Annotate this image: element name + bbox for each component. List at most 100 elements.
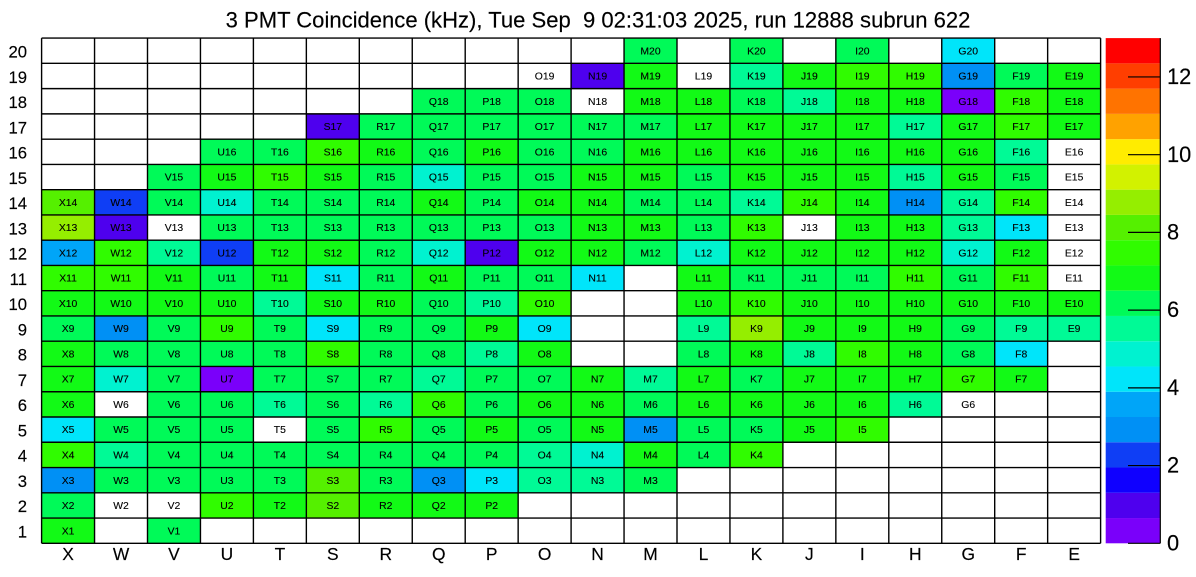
svg-text:W10: W10 bbox=[110, 299, 132, 310]
svg-text:G17: G17 bbox=[958, 122, 978, 133]
svg-text:N18: N18 bbox=[588, 97, 607, 108]
svg-text:E11: E11 bbox=[1065, 274, 1083, 285]
svg-text:L16: L16 bbox=[695, 147, 713, 158]
svg-text:Q15: Q15 bbox=[429, 173, 449, 184]
svg-text:N19: N19 bbox=[588, 72, 607, 83]
svg-text:O15: O15 bbox=[535, 173, 555, 184]
svg-text:F8: F8 bbox=[1015, 349, 1027, 360]
svg-text:V6: V6 bbox=[168, 400, 181, 411]
svg-text:9: 9 bbox=[18, 320, 27, 339]
svg-text:X11: X11 bbox=[59, 274, 77, 285]
svg-text:T4: T4 bbox=[274, 450, 286, 461]
svg-text:R13: R13 bbox=[376, 223, 395, 234]
svg-text:T2: T2 bbox=[274, 501, 286, 512]
svg-text:I6: I6 bbox=[858, 400, 867, 411]
svg-text:S9: S9 bbox=[326, 324, 339, 335]
svg-text:M18: M18 bbox=[640, 97, 660, 108]
svg-text:T5: T5 bbox=[274, 425, 286, 436]
svg-text:Q6: Q6 bbox=[432, 400, 446, 411]
svg-text:P9: P9 bbox=[485, 324, 498, 335]
svg-text:10: 10 bbox=[8, 295, 27, 314]
svg-text:R17: R17 bbox=[376, 122, 395, 133]
svg-text:E15: E15 bbox=[1065, 173, 1084, 184]
svg-text:Q9: Q9 bbox=[432, 324, 446, 335]
svg-text:11: 11 bbox=[10, 270, 27, 289]
svg-text:O10: O10 bbox=[535, 299, 555, 310]
svg-text:J5: J5 bbox=[804, 425, 815, 436]
svg-text:O12: O12 bbox=[535, 248, 555, 259]
svg-text:T: T bbox=[275, 544, 286, 564]
svg-text:E18: E18 bbox=[1065, 97, 1084, 108]
svg-text:J8: J8 bbox=[804, 349, 815, 360]
svg-text:K14: K14 bbox=[747, 198, 766, 209]
svg-text:L17: L17 bbox=[695, 122, 713, 133]
svg-text:R4: R4 bbox=[379, 450, 393, 461]
svg-text:N14: N14 bbox=[588, 198, 607, 209]
svg-text:14: 14 bbox=[8, 194, 27, 213]
svg-text:K18: K18 bbox=[747, 97, 766, 108]
svg-text:6: 6 bbox=[1167, 297, 1179, 322]
svg-text:M13: M13 bbox=[640, 223, 660, 234]
svg-text:H18: H18 bbox=[906, 97, 925, 108]
svg-text:O18: O18 bbox=[535, 97, 555, 108]
svg-text:L5: L5 bbox=[698, 425, 710, 436]
svg-text:V10: V10 bbox=[165, 299, 184, 310]
svg-text:N3: N3 bbox=[591, 476, 605, 487]
svg-text:15: 15 bbox=[8, 169, 27, 188]
svg-text:J18: J18 bbox=[801, 97, 818, 108]
svg-text:P5: P5 bbox=[485, 425, 498, 436]
svg-text:1: 1 bbox=[18, 522, 27, 541]
svg-text:V1: V1 bbox=[168, 526, 181, 537]
svg-text:H7: H7 bbox=[909, 375, 923, 386]
svg-text:19: 19 bbox=[8, 68, 27, 87]
svg-text:S11: S11 bbox=[324, 274, 342, 285]
svg-text:L11: L11 bbox=[695, 274, 712, 285]
svg-text:U6: U6 bbox=[220, 400, 234, 411]
svg-text:E: E bbox=[1068, 544, 1080, 564]
svg-text:R8: R8 bbox=[379, 349, 393, 360]
svg-text:20: 20 bbox=[8, 43, 27, 62]
svg-text:W7: W7 bbox=[113, 375, 129, 386]
svg-text:R: R bbox=[379, 544, 392, 564]
svg-text:J12: J12 bbox=[801, 248, 818, 259]
svg-text:H15: H15 bbox=[906, 173, 925, 184]
svg-text:T9: T9 bbox=[274, 324, 286, 335]
svg-text:G11: G11 bbox=[959, 274, 978, 285]
svg-text:X9: X9 bbox=[62, 324, 75, 335]
svg-text:U13: U13 bbox=[217, 223, 236, 234]
svg-text:I12: I12 bbox=[855, 248, 870, 259]
svg-text:O7: O7 bbox=[538, 375, 552, 386]
svg-text:F14: F14 bbox=[1012, 198, 1030, 209]
svg-text:T10: T10 bbox=[271, 299, 289, 310]
svg-text:S2: S2 bbox=[326, 501, 339, 512]
svg-text:Q3: Q3 bbox=[432, 476, 446, 487]
svg-text:V3: V3 bbox=[168, 476, 181, 487]
svg-text:F12: F12 bbox=[1012, 248, 1030, 259]
svg-text:O8: O8 bbox=[538, 349, 552, 360]
svg-text:U12: U12 bbox=[217, 248, 236, 259]
svg-text:N11: N11 bbox=[588, 274, 607, 285]
svg-text:N: N bbox=[591, 544, 604, 564]
svg-text:R15: R15 bbox=[376, 173, 395, 184]
svg-text:I15: I15 bbox=[855, 173, 870, 184]
svg-text:V2: V2 bbox=[168, 501, 181, 512]
svg-text:Q2: Q2 bbox=[432, 501, 446, 512]
svg-text:M6: M6 bbox=[643, 400, 658, 411]
svg-text:T6: T6 bbox=[274, 400, 286, 411]
svg-text:X: X bbox=[62, 544, 74, 564]
svg-text:G9: G9 bbox=[961, 324, 975, 335]
svg-text:U8: U8 bbox=[220, 349, 234, 360]
svg-text:7: 7 bbox=[18, 371, 27, 390]
svg-text:X5: X5 bbox=[62, 425, 75, 436]
svg-text:R3: R3 bbox=[379, 476, 393, 487]
svg-text:P14: P14 bbox=[482, 198, 501, 209]
svg-text:S10: S10 bbox=[324, 299, 343, 310]
svg-text:T16: T16 bbox=[271, 147, 289, 158]
svg-text:F10: F10 bbox=[1012, 299, 1030, 310]
svg-text:P18: P18 bbox=[482, 97, 501, 108]
svg-text:L13: L13 bbox=[695, 223, 713, 234]
svg-text:O17: O17 bbox=[535, 122, 555, 133]
svg-text:S8: S8 bbox=[326, 349, 339, 360]
svg-text:M16: M16 bbox=[640, 147, 660, 158]
svg-text:I8: I8 bbox=[858, 349, 867, 360]
